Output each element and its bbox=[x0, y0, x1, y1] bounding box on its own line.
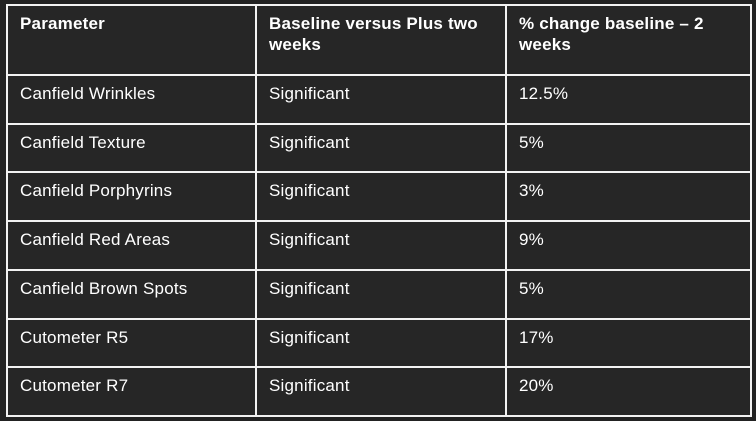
cell-percent-change: 3% bbox=[505, 171, 752, 223]
cell-significance: Significant bbox=[255, 122, 507, 174]
table-row: Canfield Wrinkles Significant 12.5% bbox=[6, 74, 752, 125]
cell-parameter: Canfield Brown Spots bbox=[6, 268, 257, 320]
table-row: Cutometer R7 Significant 20% bbox=[6, 366, 752, 417]
cell-parameter: Canfield Porphyrins bbox=[6, 171, 257, 223]
cell-significance: Significant bbox=[255, 268, 507, 320]
cell-significance: Significant bbox=[255, 220, 507, 271]
table-row: Canfield Brown Spots Significant 5% bbox=[6, 268, 752, 320]
table-row: Canfield Texture Significant 5% bbox=[6, 122, 752, 174]
table-row: Canfield Red Areas Significant 9% bbox=[6, 220, 752, 271]
cell-significance: Significant bbox=[255, 171, 507, 223]
cell-significance: Significant bbox=[255, 317, 507, 369]
column-header-parameter: Parameter bbox=[6, 4, 257, 76]
column-header-baseline-vs-plus: Baseline versus Plus two weeks bbox=[255, 4, 507, 76]
cell-percent-change: 5% bbox=[505, 268, 752, 320]
cell-significance: Significant bbox=[255, 74, 507, 125]
table-header-row: Parameter Baseline versus Plus two weeks… bbox=[6, 4, 752, 76]
table-row: Canfield Porphyrins Significant 3% bbox=[6, 171, 752, 223]
cell-percent-change: 20% bbox=[505, 366, 752, 417]
table-row: Cutometer R5 Significant 17% bbox=[6, 317, 752, 369]
cell-parameter: Cutometer R5 bbox=[6, 317, 257, 369]
cell-percent-change: 12.5% bbox=[505, 74, 752, 125]
cell-parameter: Canfield Texture bbox=[6, 122, 257, 174]
results-table: Parameter Baseline versus Plus two weeks… bbox=[6, 4, 752, 417]
cell-percent-change: 9% bbox=[505, 220, 752, 271]
cell-parameter: Cutometer R7 bbox=[6, 366, 257, 417]
cell-parameter: Canfield Wrinkles bbox=[6, 74, 257, 125]
cell-percent-change: 17% bbox=[505, 317, 752, 369]
column-header-percent-change: % change baseline – 2 weeks bbox=[505, 4, 752, 76]
cell-percent-change: 5% bbox=[505, 122, 752, 174]
cell-significance: Significant bbox=[255, 366, 507, 417]
cell-parameter: Canfield Red Areas bbox=[6, 220, 257, 271]
